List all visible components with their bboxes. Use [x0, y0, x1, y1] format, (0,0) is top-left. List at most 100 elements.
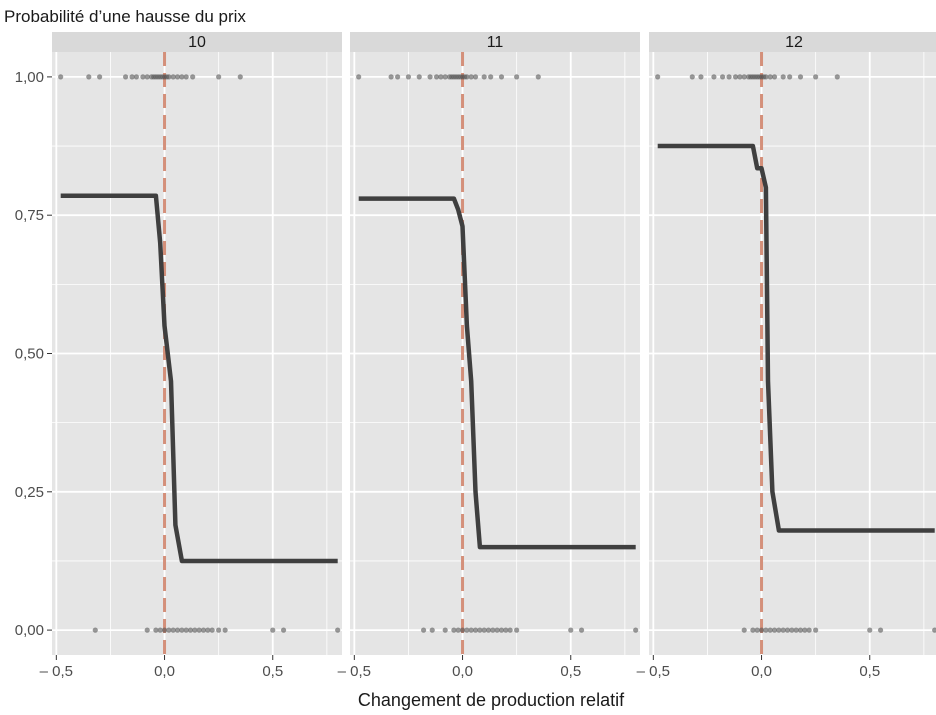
data-point — [86, 74, 92, 80]
data-point — [166, 627, 172, 633]
data-point — [129, 74, 135, 80]
data-point — [932, 627, 936, 633]
probability-curve — [657, 143, 935, 533]
data-point — [196, 627, 202, 633]
data-point — [711, 74, 717, 80]
data-point — [187, 627, 194, 633]
data-point — [498, 74, 505, 80]
data-point — [498, 627, 505, 633]
data-point — [427, 74, 433, 80]
panel-12: 12 — [649, 32, 936, 655]
data-point — [183, 627, 189, 633]
data-point — [420, 627, 427, 633]
data-point — [455, 627, 461, 633]
data-point — [767, 74, 773, 80]
data-point — [472, 74, 479, 80]
data-point — [776, 627, 782, 633]
data-point — [58, 74, 64, 80]
panel-11: 11 — [350, 32, 640, 655]
y-tick-label: 0,75 — [15, 207, 44, 224]
data-point — [464, 74, 470, 80]
data-point — [270, 627, 276, 633]
data-point — [190, 74, 196, 80]
probability-curve — [358, 196, 636, 550]
data-point — [166, 74, 172, 80]
data-point — [174, 74, 181, 80]
data-point — [356, 74, 362, 80]
data-point — [200, 627, 207, 633]
y-axis-ticks: 0,00 0,25 0,50 0,75 1,00 — [15, 69, 52, 639]
y-axis-title: Probabilité d’une hausse du prix — [4, 7, 246, 26]
data-point — [429, 627, 435, 633]
data-point — [140, 74, 146, 80]
data-point — [481, 74, 487, 80]
x-tick-label: 0,0 — [751, 663, 772, 680]
data-point — [472, 627, 479, 633]
data-point — [763, 74, 769, 80]
data-point — [192, 627, 198, 633]
data-point — [153, 627, 159, 633]
data-point — [741, 74, 747, 80]
data-point — [468, 627, 474, 633]
x-tick-label: – 0,5 — [40, 663, 73, 680]
data-point — [216, 627, 222, 633]
data-point — [438, 74, 444, 80]
x-tick-label: – 0,5 — [338, 663, 371, 680]
data-point — [416, 74, 422, 80]
data-point — [451, 627, 457, 633]
data-point — [514, 627, 520, 633]
data-point — [578, 627, 585, 633]
data-point — [793, 627, 799, 633]
data-point — [784, 627, 791, 633]
data-point — [133, 74, 140, 80]
data-point — [698, 74, 704, 80]
panels: 10 11 12 — [52, 32, 936, 655]
data-point — [503, 627, 509, 633]
panel-strip — [350, 32, 640, 52]
data-point — [806, 627, 812, 633]
data-point — [802, 627, 808, 633]
data-point — [535, 74, 541, 80]
data-point — [222, 627, 228, 633]
data-point — [481, 627, 487, 633]
data-point — [797, 74, 804, 80]
y-tick-label: 0,00 — [15, 622, 44, 639]
data-point — [771, 74, 778, 80]
x-tick-label: 0,0 — [154, 663, 175, 680]
data-point — [737, 74, 743, 80]
data-point — [280, 627, 287, 633]
data-point — [689, 74, 695, 80]
data-point — [655, 74, 661, 80]
data-point — [741, 627, 747, 633]
data-point — [388, 74, 394, 80]
data-point — [787, 74, 793, 80]
x-tick-label: – 0,5 — [637, 663, 670, 680]
data-point — [726, 74, 732, 80]
data-point — [813, 74, 819, 80]
x-axis-ticks: – 0,5 0,0 0,5 – 0,5 0,0 0,5 – 0,5 0,0 0,5 — [40, 655, 880, 680]
x-axis-title: Changement de production relatif — [358, 690, 625, 710]
data-point — [216, 74, 222, 80]
data-point — [170, 74, 176, 80]
x-tick-label: 0,5 — [262, 663, 283, 680]
data-point — [157, 627, 163, 633]
data-point — [877, 627, 884, 633]
data-point — [464, 627, 470, 633]
data-point — [507, 627, 513, 633]
data-point — [395, 74, 401, 80]
data-point — [568, 627, 574, 633]
data-point — [813, 627, 819, 633]
panel-strip-label: 12 — [785, 34, 803, 51]
data-point — [209, 627, 215, 633]
data-point — [488, 74, 494, 80]
panel-strip-label: 10 — [188, 34, 206, 51]
data-point — [468, 74, 474, 80]
y-tick-label: 0,50 — [15, 346, 44, 363]
data-point — [514, 74, 520, 80]
data-point — [780, 74, 786, 80]
data-point — [459, 627, 466, 633]
data-point — [789, 627, 795, 633]
data-point — [205, 627, 211, 633]
data-point — [433, 74, 440, 80]
data-point — [754, 627, 760, 633]
